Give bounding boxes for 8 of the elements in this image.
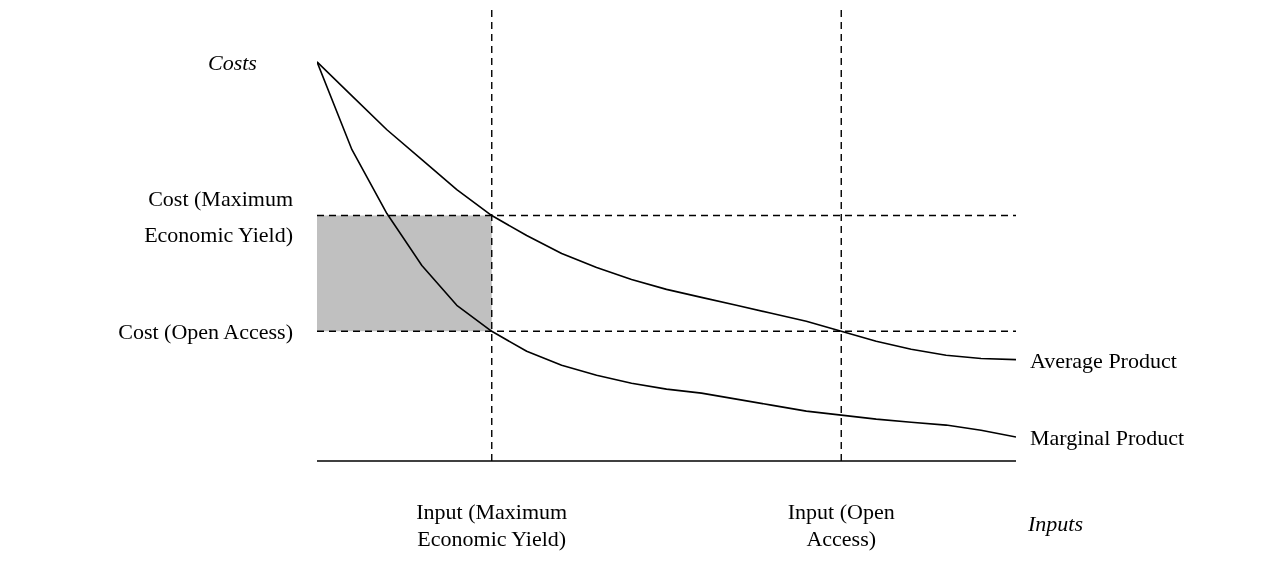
series-label: Average Product	[1030, 347, 1177, 373]
x-axis-title: Inputs	[1028, 511, 1083, 537]
y-axis-title: Costs	[208, 50, 257, 76]
ref-line-label: Cost (Maximum Economic Yield)	[144, 185, 293, 247]
series-label: Marginal Product	[1030, 425, 1185, 451]
x-tick-label: Input (Maximum Economic Yield)	[416, 499, 568, 551]
x-tick-label: Input (Open Access)	[787, 499, 895, 551]
ref-line-label: Cost (Open Access)	[118, 319, 293, 345]
